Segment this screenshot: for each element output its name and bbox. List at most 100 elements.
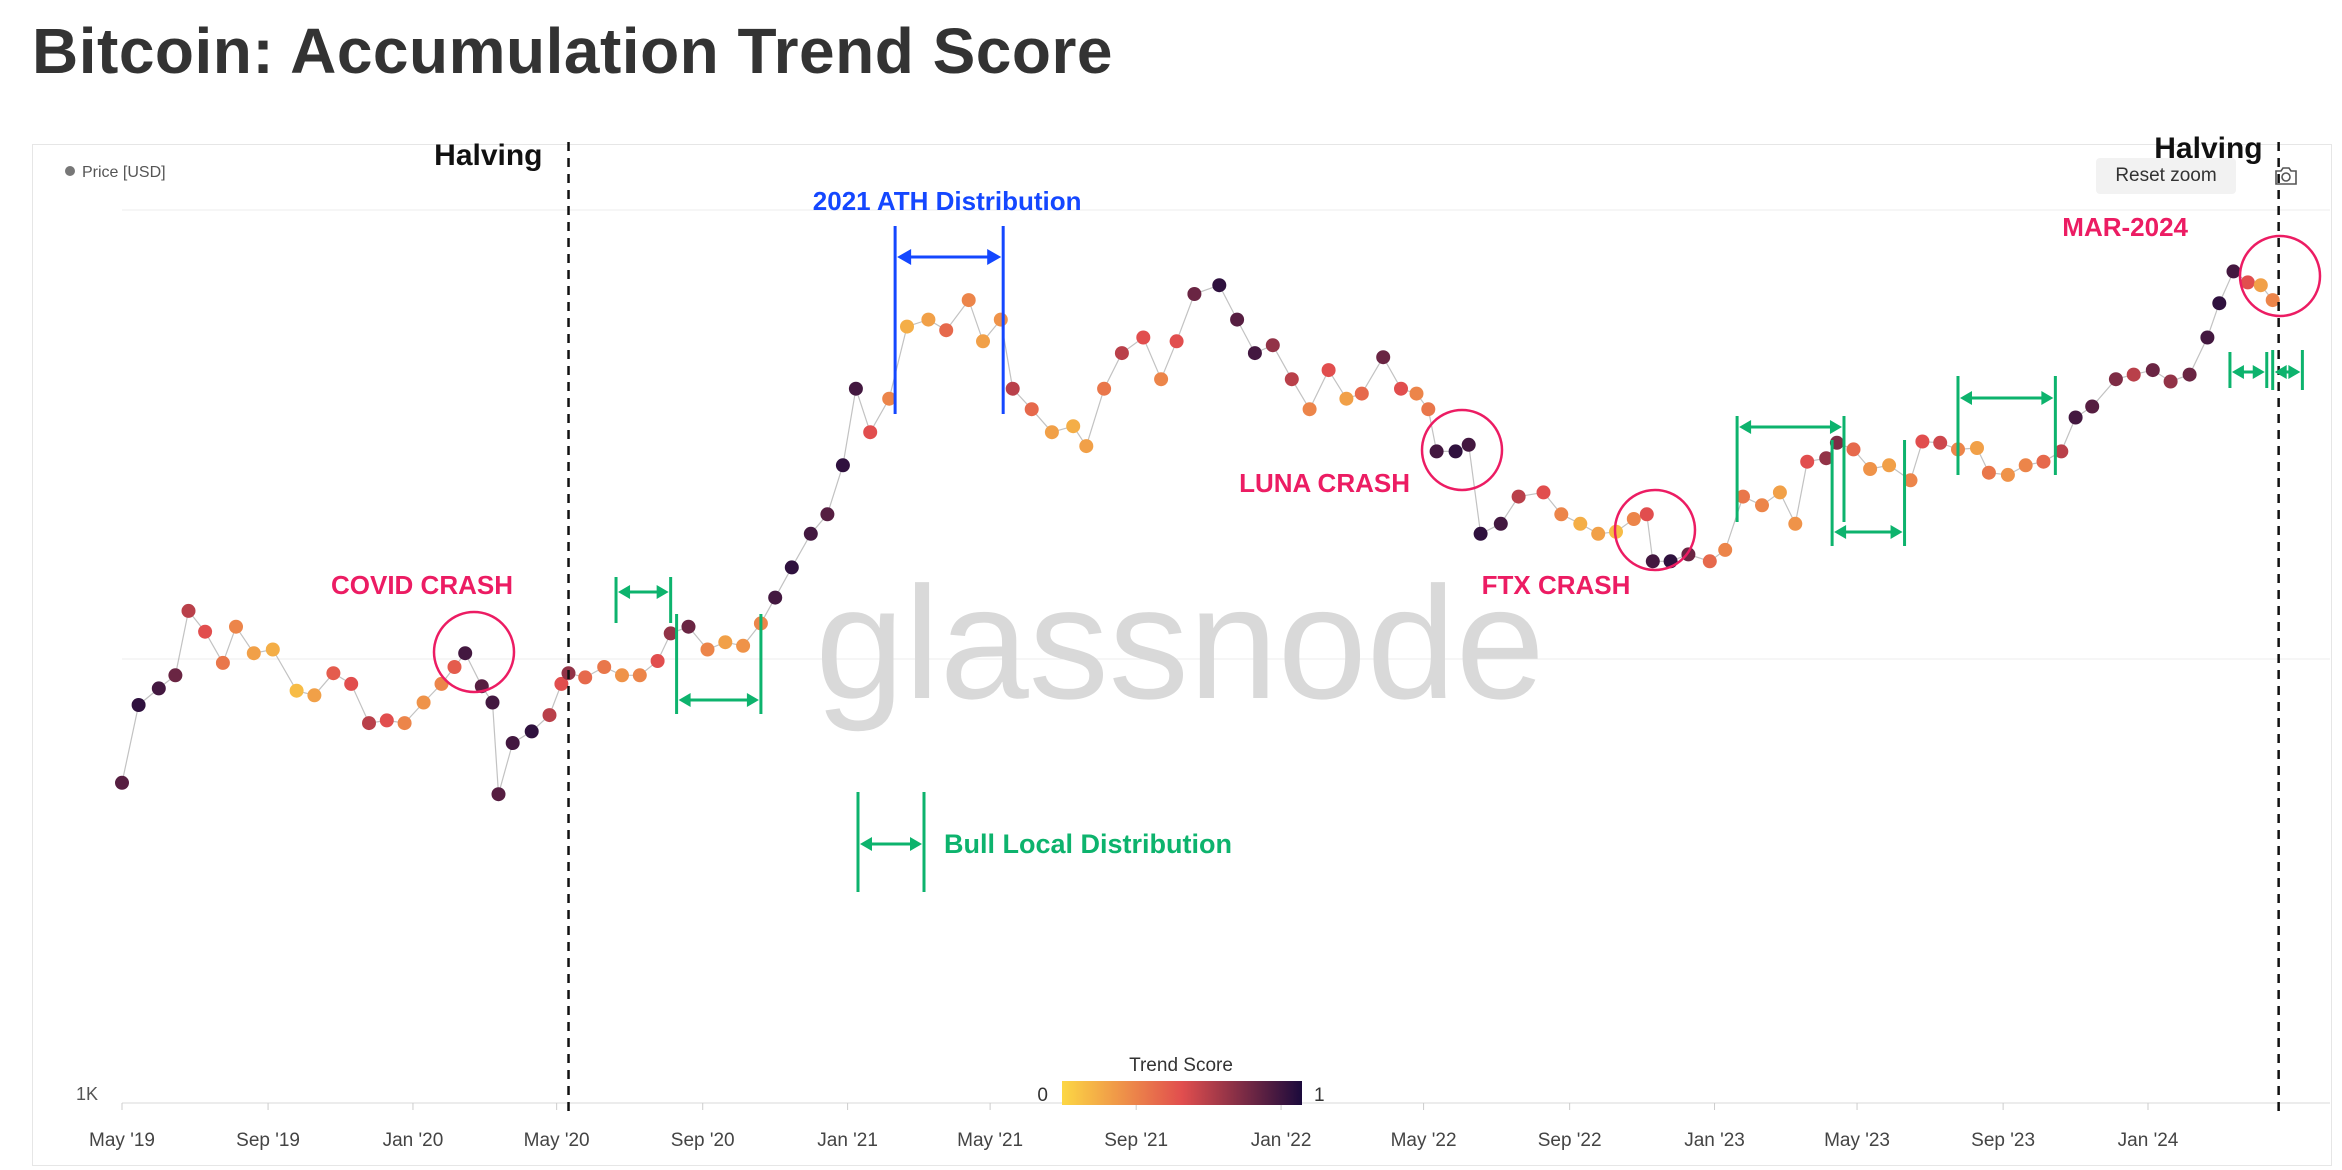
x-tick-label: Jan '21	[817, 1130, 878, 1151]
price-point	[1354, 386, 1369, 401]
price-point	[2054, 444, 2069, 459]
camera-icon[interactable]	[2274, 166, 2298, 186]
price-point	[736, 638, 751, 653]
bull-legend-arrowhead-right	[910, 837, 922, 851]
legend-label: Price [USD]	[82, 164, 166, 181]
x-tick-label: May '20	[524, 1130, 590, 1151]
price-point	[1321, 363, 1336, 378]
colorbar-min-label: 0	[1037, 1085, 1048, 1106]
price-point	[1573, 516, 1588, 531]
price-point	[362, 716, 376, 731]
crash-label: LUNA CRASH	[1239, 468, 1410, 498]
price-point	[768, 590, 783, 605]
price-point	[803, 526, 818, 541]
price-point	[1284, 372, 1299, 387]
crash-label: FTX CRASH	[1482, 570, 1631, 600]
x-tick-label: Jan '24	[2118, 1130, 2179, 1151]
price-point	[1005, 381, 1020, 396]
price-point	[1429, 444, 1444, 459]
price-point	[397, 716, 412, 731]
price-point	[168, 668, 183, 683]
bull-arrowhead-left	[618, 585, 631, 599]
price-point	[524, 724, 539, 739]
crash-circle	[1613, 488, 1697, 572]
price-point	[198, 624, 213, 639]
price-point	[1863, 462, 1878, 476]
price-point	[2126, 367, 2141, 382]
price-point	[1079, 439, 1094, 454]
price-point	[993, 312, 1008, 327]
price-point	[1230, 312, 1245, 327]
price-point	[1846, 442, 1861, 457]
bull-arrowhead-left	[2274, 365, 2287, 379]
price-point	[246, 646, 261, 661]
price-point	[1800, 454, 1815, 469]
price-point	[1421, 402, 1436, 417]
price-point	[215, 655, 230, 670]
price-point	[1066, 419, 1081, 434]
crash-circle	[1420, 408, 1504, 492]
price-point	[1915, 434, 1930, 449]
price-point	[1169, 334, 1184, 349]
price-point	[1645, 554, 1660, 569]
price-point	[597, 660, 612, 674]
colorbar	[1062, 1081, 1302, 1105]
price-point	[344, 676, 359, 691]
watermark: glassnode	[815, 553, 1544, 732]
price-point	[1772, 485, 1787, 500]
price-point	[1882, 458, 1897, 473]
price-point	[1136, 330, 1151, 345]
price-point	[1819, 451, 1834, 466]
price-point	[1097, 381, 1112, 396]
price-point	[115, 775, 129, 790]
price-point	[1493, 516, 1508, 531]
price-point	[447, 660, 462, 674]
price-point	[1044, 425, 1059, 440]
price-point	[2036, 454, 2051, 469]
price-point	[1903, 473, 1918, 488]
price-point	[554, 676, 569, 691]
bull-arrowhead-left	[1959, 391, 1972, 405]
price-point	[1114, 346, 1129, 361]
price-point	[615, 668, 629, 683]
y-tick-label: 1K	[76, 1084, 98, 1104]
price-point	[976, 334, 990, 349]
price-point	[1473, 526, 1488, 541]
price-point	[1339, 391, 1354, 406]
x-tick-label: Jan '23	[1684, 1130, 1745, 1151]
crash-label: COVID CRASH	[331, 570, 513, 600]
bull-arrowhead-right	[746, 693, 759, 707]
price-point	[2240, 275, 2255, 290]
x-tick-label: Sep '20	[671, 1130, 735, 1151]
price-point	[1302, 402, 1317, 417]
price-point	[784, 560, 799, 575]
price-point	[1981, 465, 1996, 480]
price-point	[1536, 485, 1551, 500]
price-point	[921, 312, 936, 327]
price-point	[2108, 372, 2123, 387]
bull-local-distribution-label: Bull Local Distribution	[944, 829, 1232, 859]
price-point	[1626, 512, 1641, 526]
x-tick-label: Sep '22	[1538, 1130, 1602, 1151]
price-point	[1187, 287, 1202, 301]
crash-label: MAR-2024	[2062, 212, 2188, 242]
colorbar-max-label: 1	[1314, 1085, 1325, 1106]
chart-frame	[32, 144, 2332, 1166]
price-point	[379, 713, 394, 728]
price-point	[485, 695, 500, 710]
x-tick-label: Jan '20	[383, 1130, 444, 1151]
price-point	[151, 681, 166, 696]
price-point	[434, 676, 449, 691]
x-tick-label: May '22	[1391, 1130, 1457, 1151]
bull-arrowhead-left	[1834, 525, 1847, 539]
crash-circle	[432, 610, 516, 694]
price-point	[1591, 526, 1606, 541]
reset-zoom-button[interactable]: Reset zoom	[2096, 158, 2236, 194]
x-tick-label: May '23	[1824, 1130, 1890, 1151]
price-point	[1154, 372, 1169, 387]
x-tick-label: May '21	[957, 1130, 1023, 1151]
price-point	[2018, 458, 2033, 473]
price-point	[307, 688, 322, 703]
price-point	[1265, 338, 1280, 353]
